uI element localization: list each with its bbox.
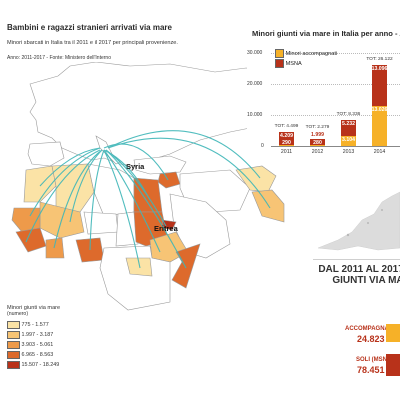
y-tick-label: 20.000 xyxy=(247,81,263,87)
bar-value-label-accompagnati: 3.104 xyxy=(342,137,355,144)
legend-unit: (numero) xyxy=(7,311,29,317)
accompagnati-label: ACCOMPAGNATI xyxy=(345,326,394,332)
bar-accompagnati xyxy=(341,136,356,146)
x-tick-label: 2011 xyxy=(280,149,293,155)
gridline xyxy=(271,115,400,116)
bar-total-label: TOT: 8.336 xyxy=(336,112,361,118)
map-region-niger xyxy=(83,211,119,235)
legend-item: 15.507 - 18.249 xyxy=(7,360,127,370)
bar-value-label-msna: 5.232 xyxy=(342,121,355,128)
legend-item-label: 15.507 - 18.249 xyxy=(21,362,60,368)
map-title: Bambini e ragazzi stranieri arrivati via… xyxy=(7,23,172,32)
bar-msna xyxy=(310,138,325,146)
bar-msna xyxy=(279,132,294,146)
map-region-horn-sand xyxy=(125,257,153,277)
chart-legend-item: Minori accompagnati xyxy=(275,49,337,58)
bar-total-label: TOT: 4.499 xyxy=(274,124,299,130)
map-region-europe xyxy=(29,62,285,167)
x-axis xyxy=(271,146,400,147)
y-tick-label: 30.000 xyxy=(247,50,263,56)
bar-accompagnati xyxy=(310,145,325,146)
soli-label: SOLI (MSNA) xyxy=(356,357,394,363)
x-tick-label: 2012 xyxy=(311,149,324,155)
legend-item-label: 3.903 - 5.061 xyxy=(21,342,54,348)
map-region-arabia xyxy=(169,193,231,259)
legend-swatch xyxy=(7,350,20,359)
map-region-eritrea xyxy=(161,219,177,231)
map-region-algeria xyxy=(51,163,95,213)
map-source: Anno: 2011-2017 - Fonte: Ministero dell'… xyxy=(7,55,111,61)
map-region-turkey xyxy=(133,155,187,175)
legend-item: 3.903 - 5.061 xyxy=(7,340,127,350)
map-region-chad xyxy=(115,211,139,247)
map-region-central-africa xyxy=(99,245,171,311)
legend-swatch xyxy=(7,360,20,369)
soli-bar xyxy=(386,354,400,376)
italy-silhouette xyxy=(318,191,400,251)
bar-msna xyxy=(341,120,356,137)
gridline xyxy=(271,84,400,85)
chart-legend-item: MSNA xyxy=(275,59,302,68)
summary-heading: DAL 2011 AL 2017 16 GIUNTI VIA MA xyxy=(318,264,400,286)
x-tick-label: 2013 xyxy=(342,149,355,155)
chart-title: Minori giunti via mare in Italia per ann… xyxy=(252,29,400,38)
bar-value-label-accompagnati: 13.026 xyxy=(371,106,388,113)
map-region-afghanistan xyxy=(235,165,277,193)
map-label-syria: Syria xyxy=(126,162,145,171)
summary-divider xyxy=(313,259,400,260)
bar-total-label: TOT: 2.279 xyxy=(305,124,330,130)
soli-value: 78.451 xyxy=(357,365,385,375)
bar-value-label-msna: 4.209 xyxy=(280,133,293,140)
map-region-syria xyxy=(157,171,181,189)
bar-chart: 30.000 20.000 10.000 0 Minori accompagna… xyxy=(247,42,400,160)
chart-legend-swatch-msna xyxy=(275,59,284,68)
accompagnati-value: 24.823 xyxy=(357,334,385,344)
legend-item: 775 - 1.577 xyxy=(7,320,127,330)
bar-accompagnati xyxy=(372,105,387,146)
y-tick-label: 0 xyxy=(261,143,264,149)
legend-swatch xyxy=(7,340,20,349)
world-map xyxy=(11,62,285,311)
gridline xyxy=(271,53,400,54)
chart-legend-swatch-accompagnati xyxy=(275,49,284,58)
bar-msna xyxy=(372,65,387,106)
legend-item-label: 775 - 1.577 xyxy=(21,322,49,328)
accompagnati-bar xyxy=(386,324,400,342)
bar-accompagnati xyxy=(279,145,294,146)
map-label-eritrea: Eritrea xyxy=(154,224,178,233)
migration-routes xyxy=(25,130,271,269)
y-tick-label: 10.000 xyxy=(247,112,263,118)
bar-value-label-msna: 1.999 xyxy=(311,131,324,138)
summary-heading-line2: GIUNTI VIA MA xyxy=(332,275,400,286)
map-region-morocco xyxy=(23,165,57,203)
legend-item-label: 1.997 - 3.187 xyxy=(21,332,54,338)
legend-item: 1.997 - 3.187 xyxy=(7,330,127,340)
map-region-iberia xyxy=(27,141,65,167)
bar-value-label-accompagnati: 280 xyxy=(313,140,322,146)
bar-value-label-accompagnati: 290 xyxy=(282,140,291,146)
bar-total-label: TOT: 26.122 xyxy=(366,57,393,63)
legend-item: 6.965 - 8.563 xyxy=(7,350,127,360)
chart-legend-label: Minori accompagnati xyxy=(285,50,338,57)
chart-legend-label: MSNA xyxy=(285,60,302,67)
legend-item-label: 6.965 - 8.563 xyxy=(21,352,54,358)
map-subtitle: Minori sbarcati in Italia tra il 2011 e … xyxy=(7,40,178,46)
bar-value-label-msna: 13.096 xyxy=(371,66,388,73)
map-region-pakistan xyxy=(251,189,285,223)
x-tick-label: 2014 xyxy=(373,149,386,155)
summary-heading-line1: DAL 2011 AL 2017 16 xyxy=(318,264,400,275)
map-legend: Minori giunti via mare (numero) 775 - 1.… xyxy=(7,305,127,370)
legend-title: Minori giunti via mare xyxy=(7,305,61,311)
map-region-ivory-coast xyxy=(45,237,65,259)
legend-swatch xyxy=(7,330,20,339)
legend-swatch xyxy=(7,320,20,329)
